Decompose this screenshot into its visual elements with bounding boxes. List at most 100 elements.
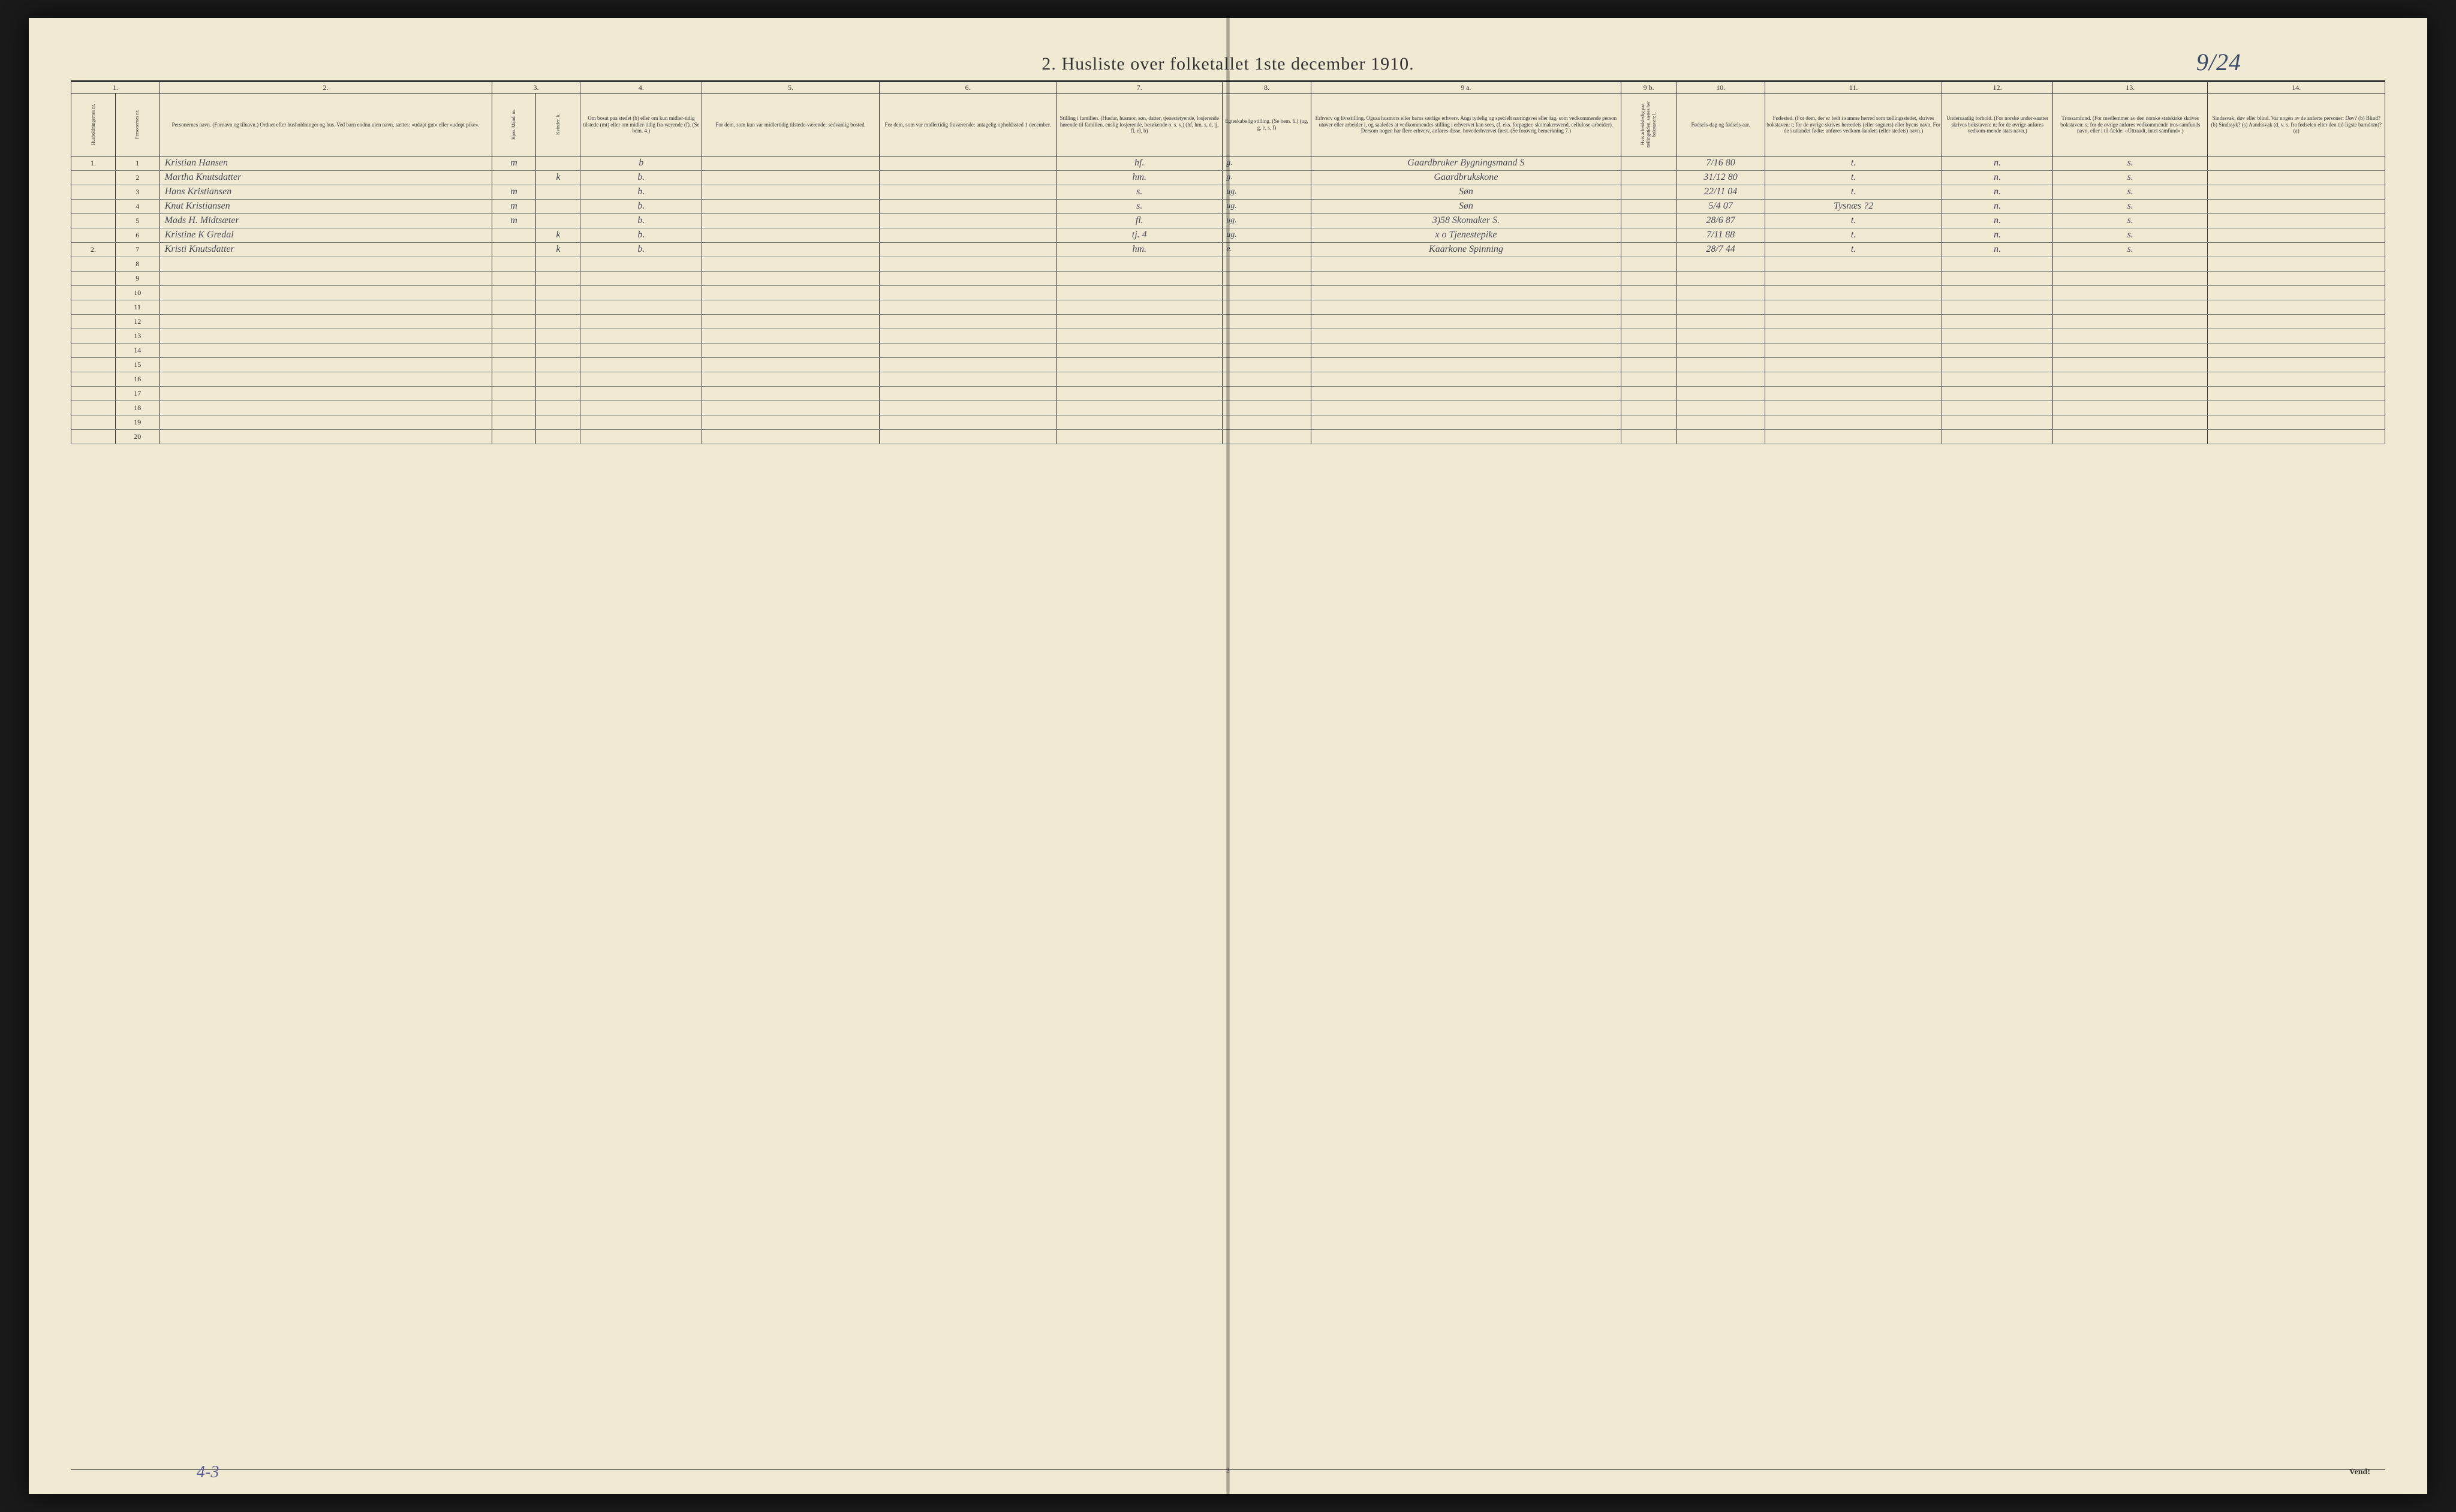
cell-mt bbox=[702, 429, 879, 444]
cell-hh bbox=[71, 415, 116, 429]
cell-hh bbox=[71, 285, 116, 300]
column-number: 14. bbox=[2208, 82, 2385, 93]
cell-occ bbox=[1311, 400, 1621, 415]
cell-pn: 12 bbox=[115, 314, 159, 329]
cell-bp bbox=[1765, 300, 1942, 314]
cell-m bbox=[492, 386, 536, 400]
cell-k bbox=[536, 156, 580, 170]
cell-hh: 2. bbox=[71, 242, 116, 257]
column-header: Undersaatlig forhold. (For norske under-… bbox=[1942, 93, 2053, 156]
cell-nat: n. bbox=[1942, 185, 2053, 199]
cell-res bbox=[580, 314, 702, 329]
cell-hh bbox=[71, 357, 116, 372]
cell-rel bbox=[2052, 343, 2207, 357]
cell-bp: t. bbox=[1765, 228, 1942, 242]
cell-mf bbox=[879, 185, 1056, 199]
cell-nat: n. bbox=[1942, 228, 2053, 242]
cell-rel bbox=[2052, 429, 2207, 444]
cell-name bbox=[159, 429, 492, 444]
cell-pn: 3 bbox=[115, 185, 159, 199]
cell-name bbox=[159, 271, 492, 285]
cell-m bbox=[492, 357, 536, 372]
cell-dob bbox=[1677, 386, 1765, 400]
cell-dob bbox=[1677, 372, 1765, 386]
cell-fam: s. bbox=[1057, 185, 1223, 199]
cell-rel bbox=[2052, 372, 2207, 386]
cell-inf bbox=[2208, 415, 2385, 429]
cell-nat bbox=[1942, 357, 2053, 372]
column-number: 13. bbox=[2052, 82, 2207, 93]
cell-k bbox=[536, 300, 580, 314]
cell-fam: fl. bbox=[1057, 213, 1223, 228]
cell-name bbox=[159, 400, 492, 415]
table-row: 15 bbox=[71, 357, 2385, 372]
cell-pn: 2 bbox=[115, 170, 159, 185]
cell-fam bbox=[1057, 386, 1223, 400]
table-row: 18 bbox=[71, 400, 2385, 415]
cell-civ: ug. bbox=[1223, 185, 1311, 199]
cell-name: Kristian Hansen bbox=[159, 156, 492, 170]
cell-al bbox=[1621, 213, 1676, 228]
cell-pn: 14 bbox=[115, 343, 159, 357]
cell-al bbox=[1621, 357, 1676, 372]
cell-dob: 22/11 04 bbox=[1677, 185, 1765, 199]
cell-mf bbox=[879, 285, 1056, 300]
cell-al bbox=[1621, 257, 1676, 271]
cell-nat bbox=[1942, 300, 2053, 314]
vend-label: Vend! bbox=[2349, 1468, 2370, 1477]
cell-res bbox=[580, 329, 702, 343]
cell-mt bbox=[702, 415, 879, 429]
cell-name: Mads H. Midtsæter bbox=[159, 213, 492, 228]
cell-name bbox=[159, 285, 492, 300]
cell-inf bbox=[2208, 329, 2385, 343]
cell-inf bbox=[2208, 156, 2385, 170]
cell-m bbox=[492, 343, 536, 357]
cell-al bbox=[1621, 372, 1676, 386]
column-number: 7. bbox=[1057, 82, 1223, 93]
cell-mt bbox=[702, 357, 879, 372]
cell-name: Knut Kristiansen bbox=[159, 199, 492, 213]
cell-mt bbox=[702, 343, 879, 357]
cell-inf bbox=[2208, 357, 2385, 372]
cell-hh bbox=[71, 300, 116, 314]
cell-nat bbox=[1942, 415, 2053, 429]
cell-inf bbox=[2208, 213, 2385, 228]
cell-m bbox=[492, 329, 536, 343]
cell-nat bbox=[1942, 343, 2053, 357]
cell-inf bbox=[2208, 386, 2385, 400]
title-row: 2. Husliste over folketallet 1ste decemb… bbox=[71, 54, 2385, 74]
cell-dob bbox=[1677, 257, 1765, 271]
cell-civ bbox=[1223, 285, 1311, 300]
cell-occ bbox=[1311, 285, 1621, 300]
cell-mf bbox=[879, 429, 1056, 444]
cell-hh bbox=[71, 228, 116, 242]
cell-mt bbox=[702, 285, 879, 300]
cell-civ bbox=[1223, 386, 1311, 400]
cell-rel: s. bbox=[2052, 156, 2207, 170]
column-number: 6. bbox=[879, 82, 1056, 93]
cell-hh bbox=[71, 170, 116, 185]
cell-occ: 3)58 Skomaker S. bbox=[1311, 213, 1621, 228]
cell-pn: 4 bbox=[115, 199, 159, 213]
cell-res: b. bbox=[580, 242, 702, 257]
cell-occ bbox=[1311, 257, 1621, 271]
cell-name bbox=[159, 314, 492, 329]
cell-occ: x o Tjenestepike bbox=[1311, 228, 1621, 242]
cell-k bbox=[536, 213, 580, 228]
cell-m bbox=[492, 415, 536, 429]
cell-al bbox=[1621, 185, 1676, 199]
cell-hh bbox=[71, 329, 116, 343]
handwritten-annotation: 9/24 bbox=[2196, 48, 2241, 76]
cell-mf bbox=[879, 343, 1056, 357]
cell-fam: hm. bbox=[1057, 170, 1223, 185]
cell-bp bbox=[1765, 343, 1942, 357]
cell-pn: 7 bbox=[115, 242, 159, 257]
cell-k bbox=[536, 415, 580, 429]
cell-hh bbox=[71, 429, 116, 444]
column-header: For dem, som var midlertidig fraværende:… bbox=[879, 93, 1056, 156]
cell-mt bbox=[702, 170, 879, 185]
cell-nat: n. bbox=[1942, 156, 2053, 170]
cell-fam bbox=[1057, 400, 1223, 415]
column-header: Kjøn. Mand. m. bbox=[492, 93, 536, 156]
cell-pn: 16 bbox=[115, 372, 159, 386]
